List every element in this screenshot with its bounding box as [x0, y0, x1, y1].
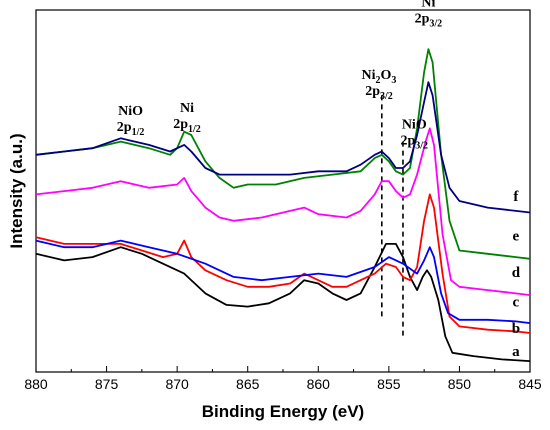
- curve-label-a: a: [512, 344, 520, 360]
- series-line-b: [35, 193, 531, 334]
- series-lines: [35, 48, 531, 362]
- peak-annotation-label: Ni: [180, 101, 194, 116]
- series-line-f: [35, 81, 531, 214]
- peak-annotation-label: NiO: [118, 104, 143, 119]
- curve-label-c: c: [513, 295, 520, 311]
- x-tick-label: 855: [377, 376, 401, 392]
- x-tick-label: 880: [24, 376, 48, 392]
- peak-annotation-orbital: 2p3/2: [415, 11, 443, 29]
- peak-annotation-label: NiO: [402, 117, 427, 132]
- y-axis-title: Intensity (a.u.): [7, 133, 26, 248]
- x-tick-label: 865: [236, 376, 260, 392]
- x-tick-label: 870: [165, 376, 189, 392]
- peak-annotation-orbital: 2p3/2: [365, 84, 393, 102]
- reference-dashed-lines: [380, 95, 404, 340]
- curve-label-d: d: [512, 265, 521, 281]
- curve-label-e: e: [513, 229, 520, 245]
- x-tick-label: 845: [518, 376, 542, 392]
- x-tick-label: 860: [307, 376, 331, 392]
- x-tick-label: 850: [448, 376, 472, 392]
- peak-annotation-orbital: 2p1/2: [173, 117, 201, 135]
- x-axis-ticks: 880 875 870 865 860 855 850 845: [24, 366, 542, 392]
- curve-label-f: f: [513, 189, 519, 205]
- x-axis-title: Binding Energy (eV): [202, 402, 364, 421]
- series-line-e: [35, 48, 531, 260]
- series-line-d: [35, 127, 531, 296]
- peak-annotation-label: Ni: [421, 0, 435, 10]
- series-line-a: [35, 242, 531, 362]
- peak-annotation-orbital: 2p3/2: [400, 133, 428, 151]
- series-line-c: [35, 239, 531, 324]
- peak-annotation-label: Ni2O3: [362, 68, 397, 86]
- x-tick-label: 875: [95, 376, 119, 392]
- peak-annotation-orbital: 2p1/2: [117, 120, 145, 138]
- curve-label-b: b: [512, 321, 520, 337]
